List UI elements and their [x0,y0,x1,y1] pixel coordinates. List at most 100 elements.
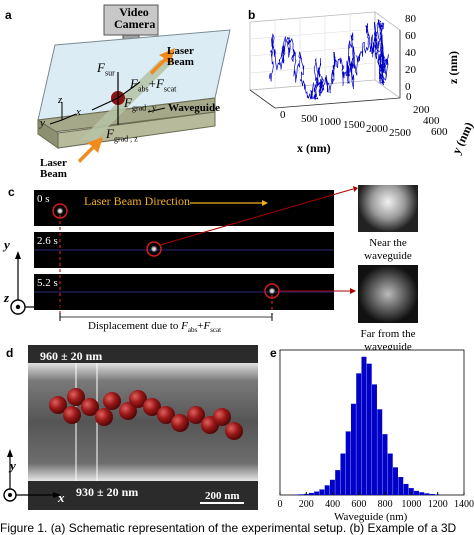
force-grad-y-label: Fgrad , y [124,95,156,113]
histogram-bar [319,489,325,495]
axis-z-c: z [4,290,10,305]
panel-c-label: c [8,185,15,199]
panel-b-3d-trajectory: 0 500 1000 1500 2000 2500 0 200 400 600 … [249,11,474,156]
histogram-bar [324,485,330,495]
laser-arrow-bottom [78,137,103,163]
laser-bottom-line2: Beam [40,168,67,180]
x-tick-label: 400 [325,499,340,510]
x-tick-label: 0 [278,499,283,510]
camera-label: Video Camera [114,6,156,31]
force-abs-scat-label: Fabs+Fscat [130,76,176,94]
histogram-bar [419,492,425,495]
zoom-line-near [159,188,354,246]
laser-arrow-top [150,48,175,75]
x-axis-label: x (nm) [297,141,331,155]
plus-sign: + [148,76,156,91]
x-tick-label: 800 [378,499,393,510]
y-tick-2: 400 [423,115,440,127]
x-tick-1: 500 [301,113,318,125]
red-circle-1 [146,241,162,257]
f-grady-symbol: F [124,95,132,110]
histogram-bar [361,356,367,495]
far-line1: Far from the [360,328,416,340]
histogram-bars [293,356,441,495]
scale-label: 200 nm [205,490,240,502]
x-tick-label: 1200 [428,499,448,510]
f-sur-sub: sur [104,68,115,78]
histogram-bar [382,434,388,495]
axis-y-d: y [10,458,16,473]
x-tick-label: 1000 [401,499,421,510]
camera-label-line2: Camera [114,17,156,31]
axis-y-a: y [40,117,45,129]
near-line2: waveguide [364,250,412,262]
x-tick-3: 1500 [343,119,366,131]
histogram-bar [345,431,351,495]
x-tick-5: 2500 [389,127,412,139]
f-abs-symbol: F [130,76,138,91]
waveguide-pointer [147,107,166,113]
laser-top-line1: Laser [167,45,194,57]
zoom-near-image [358,185,418,232]
x-tick-4: 2000 [366,123,389,135]
grid [249,14,376,88]
y-axis-label: y (nm) [449,120,474,156]
histogram-bar [424,493,430,495]
force-grad-z-label: Fgrad , z [106,126,138,144]
panel-d-sem [3,345,258,510]
f-sur-symbol: F [97,60,105,75]
particle-spot-0 [56,207,64,215]
histogram-bar [377,409,383,495]
nanoparticle-chain [49,388,243,440]
time-1: 2.6 s [37,235,58,247]
histogram-bar [403,483,409,495]
near-label: Near the waveguide [355,237,421,263]
z-tick-2: 40 [405,47,417,59]
time-2: 5.2 s [37,277,58,289]
axis-x-d: x [58,490,65,505]
histogram-bar [340,453,346,495]
histogram-bar [308,492,314,495]
histogram-bar [387,453,393,495]
disp-f-scat: F [203,320,211,332]
y-tick-0: 0 [406,91,412,103]
force-abs-arrow [117,81,141,99]
axis-y-c: y [4,237,10,252]
disp-scat-sub: scat [210,326,222,335]
f-grady-sub: grad , y [131,103,157,113]
histogram-bar [314,491,320,495]
x-tick-2: 1000 [319,116,342,128]
direction-arrowhead [262,200,268,206]
waveguide-strip [80,60,175,140]
displacement-label: Displacement due to Fabs+Fscat [88,320,221,334]
x-tick-label: 600 [351,499,366,510]
zoom-far-image [358,265,418,323]
z-tick-1: 20 [405,64,417,76]
panel-c-frames [10,185,418,323]
f-abs-sub: abs [137,84,149,94]
histogram-bar [398,477,404,495]
particle-spot-1 [150,245,158,253]
y-tick-1: 200 [413,104,430,116]
waveguide-label: Waveguide [168,102,220,114]
near-line1: Near the [369,237,407,249]
frame-0s [34,190,334,226]
panel-a-setup-schematic [37,4,231,163]
axis-x-a: x [76,106,81,118]
z-axis-label: z (nm) [446,51,460,84]
panel-b-label: b [248,8,256,22]
x-tick-label: 200 [299,499,314,510]
panel-e-label: e [270,346,277,360]
histogram-bar [429,494,435,495]
force-sur-label: Fsur [97,60,115,78]
z-tick-3: 60 [405,30,417,42]
substrate-bottom [57,111,216,149]
x-tick-label: 1400 [454,499,474,510]
y-tick-3: 600 [431,126,448,138]
laser-label-bottom: Laser Beam [40,158,67,180]
z-tick-0: 0 [405,81,411,93]
displacement-text: Displacement due to [88,320,179,332]
x-tick-0: 0 [280,109,286,121]
histogram-bar [366,363,372,495]
direction-label: Laser Beam Direction [84,194,190,208]
